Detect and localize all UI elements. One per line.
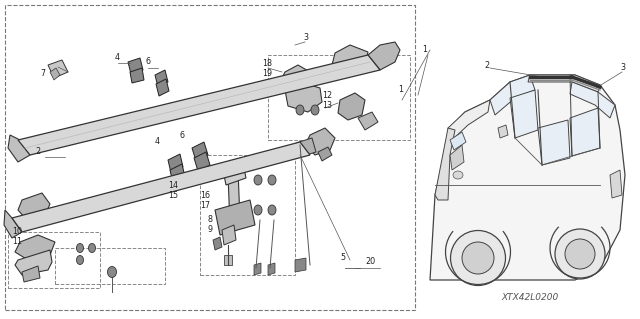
Text: 12: 12 bbox=[322, 91, 332, 100]
Text: 13: 13 bbox=[322, 100, 332, 109]
Polygon shape bbox=[18, 55, 380, 155]
Polygon shape bbox=[4, 210, 22, 238]
Text: 17: 17 bbox=[200, 201, 210, 210]
Text: 1: 1 bbox=[398, 85, 403, 94]
Text: 9: 9 bbox=[208, 226, 213, 234]
Text: 10: 10 bbox=[12, 227, 22, 236]
Polygon shape bbox=[358, 112, 378, 130]
Polygon shape bbox=[490, 75, 535, 115]
Polygon shape bbox=[280, 65, 310, 90]
Polygon shape bbox=[254, 263, 261, 275]
Polygon shape bbox=[295, 258, 306, 272]
Text: 7: 7 bbox=[40, 69, 45, 78]
Text: 4: 4 bbox=[115, 53, 120, 62]
Polygon shape bbox=[510, 90, 538, 138]
Polygon shape bbox=[570, 108, 600, 156]
Polygon shape bbox=[215, 200, 255, 235]
Bar bbox=[5, 5, 415, 310]
Text: 15: 15 bbox=[168, 190, 178, 199]
Polygon shape bbox=[538, 120, 570, 165]
Text: 18: 18 bbox=[262, 58, 272, 68]
Polygon shape bbox=[528, 75, 600, 92]
Polygon shape bbox=[318, 147, 332, 161]
Ellipse shape bbox=[296, 105, 304, 115]
Text: 11: 11 bbox=[12, 238, 22, 247]
Polygon shape bbox=[168, 154, 183, 173]
Polygon shape bbox=[368, 42, 400, 70]
Text: 5: 5 bbox=[340, 254, 345, 263]
Polygon shape bbox=[285, 82, 322, 112]
Ellipse shape bbox=[311, 105, 319, 115]
Polygon shape bbox=[224, 255, 232, 265]
Bar bbox=[200, 155, 295, 275]
Ellipse shape bbox=[451, 231, 506, 286]
Text: 3: 3 bbox=[620, 63, 625, 72]
Bar bbox=[55, 248, 165, 284]
Ellipse shape bbox=[254, 175, 262, 185]
Polygon shape bbox=[48, 60, 68, 78]
Ellipse shape bbox=[77, 243, 83, 253]
Text: 2: 2 bbox=[484, 61, 489, 70]
Text: 19: 19 bbox=[262, 69, 272, 78]
Polygon shape bbox=[435, 128, 455, 200]
Polygon shape bbox=[155, 70, 168, 87]
Polygon shape bbox=[170, 164, 185, 183]
Polygon shape bbox=[15, 235, 55, 260]
Text: XTX42L0200: XTX42L0200 bbox=[501, 293, 559, 302]
Polygon shape bbox=[570, 82, 615, 118]
Polygon shape bbox=[222, 225, 236, 245]
Polygon shape bbox=[296, 138, 316, 157]
Text: 4: 4 bbox=[155, 137, 160, 146]
Polygon shape bbox=[228, 170, 240, 225]
Text: 8: 8 bbox=[208, 216, 213, 225]
Polygon shape bbox=[18, 193, 50, 218]
Ellipse shape bbox=[77, 256, 83, 264]
Ellipse shape bbox=[555, 229, 605, 279]
Polygon shape bbox=[194, 152, 210, 171]
Bar bbox=[8, 232, 100, 288]
Polygon shape bbox=[12, 142, 310, 232]
Ellipse shape bbox=[88, 243, 95, 253]
Polygon shape bbox=[222, 158, 246, 185]
Ellipse shape bbox=[268, 175, 276, 185]
Polygon shape bbox=[50, 68, 60, 80]
Polygon shape bbox=[213, 237, 222, 250]
Polygon shape bbox=[8, 135, 30, 162]
Text: 14: 14 bbox=[168, 181, 178, 189]
Polygon shape bbox=[268, 263, 275, 275]
Polygon shape bbox=[332, 45, 368, 72]
Polygon shape bbox=[156, 79, 169, 96]
Polygon shape bbox=[450, 132, 466, 150]
Ellipse shape bbox=[462, 242, 494, 274]
Text: 3: 3 bbox=[303, 33, 308, 42]
Text: 20: 20 bbox=[365, 257, 375, 266]
Polygon shape bbox=[22, 266, 40, 282]
Ellipse shape bbox=[254, 205, 262, 215]
Bar bbox=[268, 55, 410, 140]
Polygon shape bbox=[305, 128, 335, 155]
Polygon shape bbox=[430, 75, 625, 280]
Polygon shape bbox=[15, 250, 52, 275]
Ellipse shape bbox=[453, 171, 463, 179]
Text: 2: 2 bbox=[35, 147, 40, 157]
Polygon shape bbox=[498, 125, 508, 138]
Polygon shape bbox=[338, 93, 365, 120]
Polygon shape bbox=[128, 58, 143, 74]
Ellipse shape bbox=[565, 239, 595, 269]
Text: 6: 6 bbox=[180, 131, 185, 140]
Text: 16: 16 bbox=[200, 190, 210, 199]
Polygon shape bbox=[610, 170, 622, 198]
Ellipse shape bbox=[108, 266, 116, 278]
Ellipse shape bbox=[268, 205, 276, 215]
Text: 1: 1 bbox=[422, 46, 427, 55]
Polygon shape bbox=[192, 142, 208, 161]
Polygon shape bbox=[130, 68, 144, 83]
Polygon shape bbox=[450, 145, 464, 170]
Polygon shape bbox=[448, 100, 490, 140]
Text: 6: 6 bbox=[145, 57, 150, 66]
